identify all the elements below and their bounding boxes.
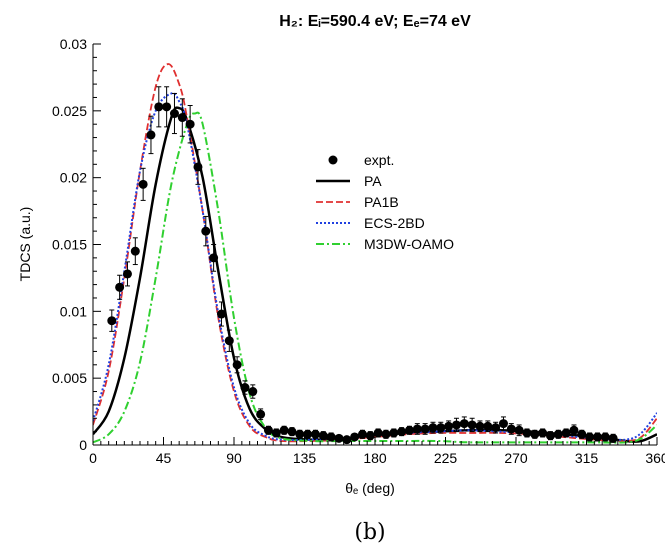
- expt-point: [459, 419, 469, 429]
- expt-point: [334, 433, 344, 443]
- expt-point: [545, 431, 555, 441]
- expt-point: [498, 419, 508, 429]
- expt-point: [553, 429, 563, 439]
- expt-point: [428, 423, 438, 433]
- y-tick-label: 0.03: [60, 36, 87, 52]
- expt-point: [318, 431, 328, 441]
- x-axis-title: θₑ (deg): [345, 480, 395, 496]
- expt-point: [201, 226, 211, 236]
- y-tick-label: 0.025: [52, 103, 87, 119]
- expt-point: [451, 420, 461, 430]
- expt-point: [365, 431, 375, 441]
- expt-point: [295, 429, 305, 439]
- expt-point: [248, 387, 258, 397]
- expt-point: [420, 424, 430, 434]
- legend-marker-expt: [328, 155, 338, 165]
- expt-point: [271, 428, 281, 438]
- expt-point: [373, 428, 383, 438]
- expt-point: [256, 409, 266, 419]
- expt-point: [600, 432, 610, 442]
- legend-label: ECS-2BD: [364, 215, 425, 231]
- series-layer: [93, 63, 657, 444]
- y-tick-label: 0: [79, 437, 87, 453]
- expt-point: [287, 427, 297, 437]
- y-ticks: 0 0.005 0.01 0.015 0.02 0.025 0.03: [52, 36, 101, 453]
- expt-point: [592, 432, 602, 442]
- y-tick-label: 0.005: [52, 370, 87, 386]
- expt-point: [146, 130, 156, 140]
- expt-point: [216, 309, 226, 319]
- expt-point: [404, 425, 414, 435]
- series-line-pa1b: [93, 63, 657, 443]
- x-tick-label: 270: [504, 450, 528, 466]
- expt-point: [397, 427, 407, 437]
- y-tick-label: 0.015: [52, 237, 87, 253]
- figure-caption: (b): [354, 520, 385, 545]
- x-tick-label: 0: [89, 450, 97, 466]
- legend-label: expt.: [364, 152, 394, 168]
- expt-point: [350, 432, 360, 442]
- expt-point: [444, 421, 454, 431]
- x-tick-label: 225: [434, 450, 458, 466]
- expt-point: [154, 102, 164, 112]
- expt-point: [389, 428, 399, 438]
- expt-point: [177, 113, 187, 123]
- expt-point: [538, 428, 548, 438]
- expt-point: [240, 383, 250, 393]
- expt-point: [436, 423, 446, 433]
- expt-point: [162, 102, 172, 112]
- expt-point: [491, 423, 501, 433]
- expt-point: [310, 429, 320, 439]
- x-tick-label: 90: [226, 450, 242, 466]
- expt-point: [279, 425, 289, 435]
- legend-label: PA1B: [364, 194, 399, 210]
- x-tick-label: 180: [363, 450, 387, 466]
- expt-point: [224, 336, 234, 346]
- expt-point: [130, 246, 140, 256]
- expt-point: [232, 360, 242, 370]
- y-axis-title: TDCS (a.u.): [17, 207, 33, 282]
- expt-point: [561, 428, 571, 438]
- expt-point: [569, 425, 579, 435]
- expt-point: [185, 119, 195, 129]
- expt-point: [585, 432, 595, 442]
- expt-point: [475, 421, 485, 431]
- expt-point: [514, 425, 524, 435]
- expt-point: [107, 316, 117, 326]
- expt-point: [193, 162, 203, 172]
- expt-point: [122, 269, 132, 279]
- legend-label: PA: [364, 173, 382, 189]
- expt-point: [608, 433, 618, 443]
- expt-point: [483, 421, 493, 431]
- x-tick-label: 45: [156, 450, 172, 466]
- expt-point: [381, 429, 391, 439]
- y-tick-label: 0.01: [60, 303, 87, 319]
- legend: expt. PA PA1B ECS-2BD M3DW-OAMO: [316, 152, 454, 252]
- y-tick-label: 0.02: [60, 170, 87, 186]
- expt-point: [467, 420, 477, 430]
- expt-point: [169, 109, 179, 119]
- expt-layer: [107, 86, 618, 445]
- expt-point: [303, 429, 313, 439]
- chart-title: H₂: Eᵢ=590.4 eV; Eₑ=74 eV: [279, 13, 471, 30]
- expt-point: [506, 424, 516, 434]
- expt-point: [115, 282, 125, 292]
- x-tick-label: 360: [645, 450, 665, 466]
- x-tick-label: 315: [575, 450, 599, 466]
- expt-point: [209, 253, 219, 263]
- expt-point: [138, 179, 148, 189]
- expt-point: [342, 435, 352, 445]
- expt-point: [326, 432, 336, 442]
- expt-point: [412, 424, 422, 434]
- expt-point: [577, 429, 587, 439]
- legend-label: M3DW-OAMO: [364, 236, 454, 252]
- x-ticks: 0 45 90 135 180 225 270 315 360: [89, 437, 665, 466]
- expt-point: [530, 429, 540, 439]
- expt-point: [522, 428, 532, 438]
- expt-point: [357, 429, 367, 439]
- series-line-ecs-2bd: [93, 92, 657, 442]
- x-tick-label: 135: [293, 450, 317, 466]
- expt-point: [263, 425, 273, 435]
